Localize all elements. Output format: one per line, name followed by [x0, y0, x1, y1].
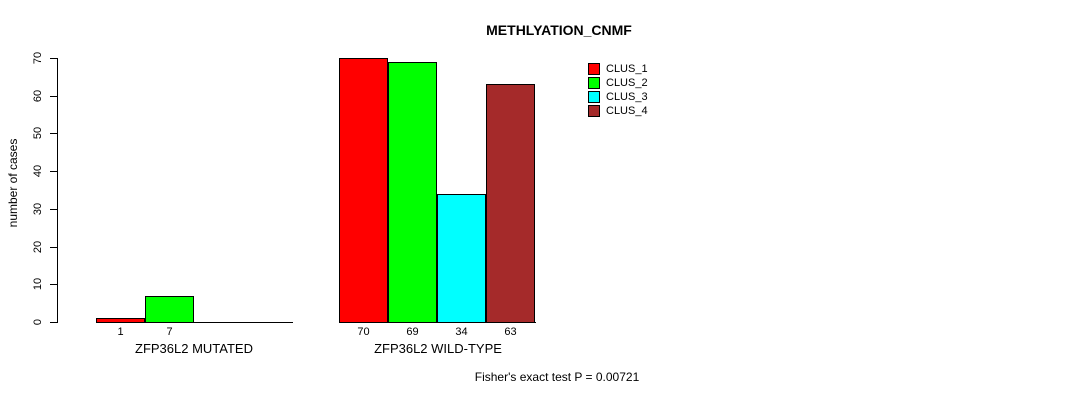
y-axis-tick — [50, 133, 57, 134]
y-axis-tick — [50, 171, 57, 172]
group-label-wild-type: ZFP36L2 WILD-TYPE — [374, 341, 502, 356]
y-axis-tick — [50, 96, 57, 97]
bar-value-label: 7 — [166, 326, 173, 338]
y-axis-tick-label: 50 — [32, 126, 44, 140]
bar-value-label: 63 — [504, 326, 517, 338]
y-axis-tick — [50, 322, 57, 323]
x-axis-baseline — [339, 322, 536, 323]
legend-swatch-clus_2 — [588, 76, 600, 89]
y-axis-tick — [50, 58, 57, 59]
legend-label: CLUS_1 — [606, 62, 648, 75]
y-axis-tick-label: 30 — [32, 202, 44, 216]
group-label-mutated: ZFP36L2 MUTATED — [135, 341, 253, 356]
bar-clus_3 — [437, 194, 486, 323]
bar-clus_1 — [339, 58, 388, 323]
bar-value-label: 1 — [117, 326, 124, 338]
legend-item-clus_3: CLUS_3 — [588, 90, 648, 103]
legend-swatch-clus_1 — [588, 62, 600, 75]
y-axis-tick — [50, 209, 57, 210]
bar-clus_4 — [486, 84, 535, 323]
legend-label: CLUS_4 — [606, 104, 648, 117]
legend-label: CLUS_2 — [606, 76, 648, 89]
y-axis-tick-label: 10 — [32, 277, 44, 291]
y-axis-tick-label: 20 — [32, 240, 44, 254]
y-axis-tick-label: 70 — [32, 51, 44, 65]
legend-item-clus_2: CLUS_2 — [588, 76, 648, 89]
fisher-test-annotation: Fisher's exact test P = 0.00721 — [474, 370, 640, 384]
legend-item-clus_4: CLUS_4 — [588, 104, 648, 117]
legend: CLUS_1 CLUS_2 CLUS_3 CLUS_4 — [588, 62, 648, 118]
bar-clus_2 — [145, 296, 194, 323]
legend-swatch-clus_4 — [588, 104, 600, 117]
y-axis-tick-label: 60 — [32, 89, 44, 103]
bar-value-label: 69 — [406, 326, 419, 338]
bar-value-label: 34 — [455, 326, 468, 338]
x-axis-baseline — [96, 322, 293, 323]
bar-value-label: 70 — [357, 326, 370, 338]
legend-item-clus_1: CLUS_1 — [588, 62, 648, 75]
legend-label: CLUS_3 — [606, 90, 648, 103]
chart-title: METHLYATION_CNMF — [486, 22, 632, 38]
legend-swatch-clus_3 — [588, 90, 600, 103]
y-axis-line — [57, 58, 58, 323]
y-axis-tick — [50, 284, 57, 285]
y-axis-tick — [50, 247, 57, 248]
bar-clus_2 — [388, 62, 437, 323]
y-axis-tick-label: 0 — [32, 318, 44, 326]
y-axis-label: number of cases — [6, 138, 20, 228]
y-axis-tick-label: 40 — [32, 164, 44, 178]
